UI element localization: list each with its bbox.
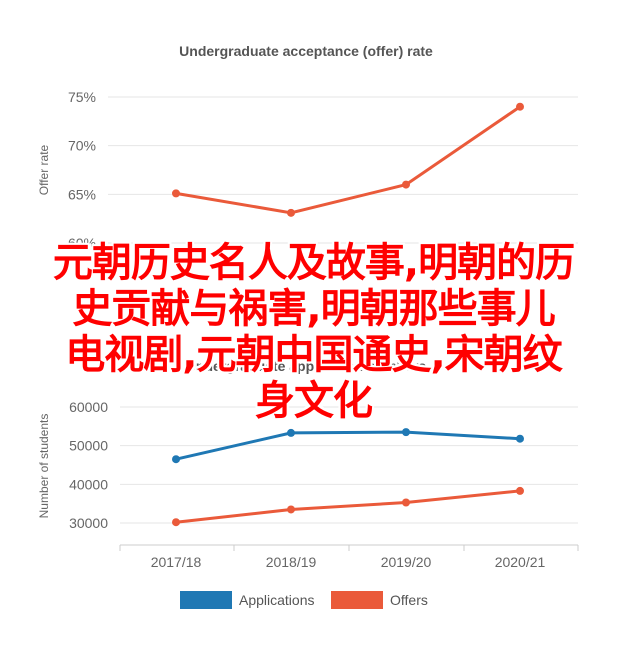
- chart1-y-tick-label: 65%: [68, 186, 96, 202]
- chart1-y-tick-label: 60%: [68, 235, 96, 251]
- legend-label-offers: Offers: [390, 592, 428, 608]
- chart2-x-tick-label: 2017/18: [151, 554, 202, 570]
- legend-label-applications: Applications: [239, 592, 315, 608]
- chart1-data-point: [287, 208, 295, 217]
- chart2-y-axis-label: Number of students: [37, 414, 51, 519]
- chart1-data-point: [516, 102, 524, 111]
- chart2-x-tick-label: 2020/21: [495, 554, 546, 570]
- chart2-data-point-offers: [172, 518, 180, 527]
- chart2-data-point-offers: [516, 486, 524, 495]
- chart2-series-line-offers: [175, 489, 521, 524]
- chart1-title: Undergraduate acceptance (offer) rate: [179, 43, 433, 59]
- chart2-data-point-offers: [402, 498, 410, 507]
- chart2-y-tick-label: 40000: [69, 476, 108, 492]
- chart1-gridlines: [108, 96, 578, 244]
- chart2-gridlines: [120, 406, 578, 524]
- offer-rate-chart: Undergraduate acceptance (offer) rate Of…: [37, 43, 578, 251]
- legend-swatch-applications: [180, 591, 232, 609]
- chart1-y-tick-labels: 60% 65% 70% 75%: [68, 89, 96, 251]
- chart2-data-point-applications: [516, 434, 524, 443]
- chart2-x-tick-labels: 2017/18 2018/19 2019/20 2020/21: [119, 545, 579, 570]
- legend-swatch-offers: [331, 591, 383, 609]
- chart1-y-axis-label: Offer rate: [37, 144, 51, 195]
- chart1-data-point: [402, 180, 410, 189]
- chart2-y-tick-label: 60000: [69, 399, 108, 415]
- chart2-data-point-applications: [402, 428, 410, 437]
- chart2-data-point-offers: [287, 505, 295, 514]
- chart1-y-tick-label: 75%: [68, 89, 96, 105]
- chart2-y-tick-labels: 30000 40000 50000 60000: [69, 399, 108, 531]
- chart1-series: [172, 102, 524, 217]
- chart1-data-point: [172, 189, 180, 198]
- chart2-y-tick-label: 30000: [69, 515, 108, 531]
- chart1-series-line: [175, 105, 521, 215]
- chart2-y-tick-label: 50000: [69, 438, 108, 454]
- chart1-y-tick-label: 70%: [68, 138, 96, 154]
- chart2-series-line-applications: [175, 430, 521, 461]
- chart2-legend: Applications Offers: [180, 591, 428, 609]
- chart2-x-tick-label: 2019/20: [381, 554, 432, 570]
- chart2-data-point-applications: [172, 455, 180, 464]
- chart2-series: [172, 428, 524, 527]
- application-numbers-chart: Undergraduate application numbers Number…: [37, 358, 579, 570]
- chart2-title: Undergraduate application numbers: [186, 358, 427, 374]
- chart2-data-point-applications: [287, 428, 295, 437]
- chart2-x-tick-label: 2018/19: [266, 554, 317, 570]
